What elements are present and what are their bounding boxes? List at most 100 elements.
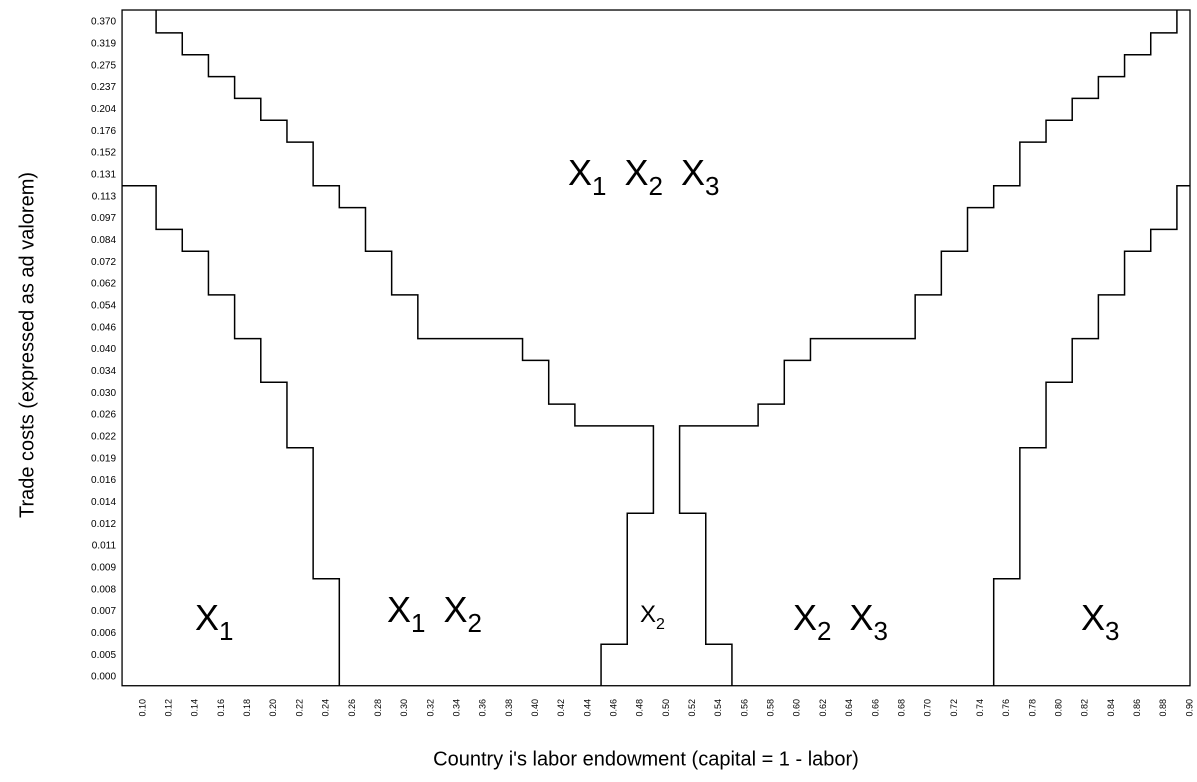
y-tick-label: 0.062 <box>91 279 116 290</box>
x-tick-label: 0.84 <box>1106 699 1116 717</box>
y-tick-label: 0.054 <box>91 300 116 311</box>
x-tick-label: 0.18 <box>242 699 252 717</box>
x-tick-label: 0.42 <box>556 699 566 717</box>
x-tick-label: 0.34 <box>451 699 461 717</box>
y-tick-label: 0.000 <box>91 672 116 683</box>
x-tick-label: 0.38 <box>504 699 514 717</box>
region-symbol: X <box>681 152 705 193</box>
x-tick-label: 0.44 <box>582 699 592 717</box>
x-tick-label: 0.80 <box>1054 699 1064 717</box>
y-tick-label: 0.016 <box>91 475 116 486</box>
x-tick-label: 0.64 <box>844 699 854 717</box>
y-tick-label: 0.005 <box>91 650 116 661</box>
x-tick-label: 0.90 <box>1184 699 1194 717</box>
x-tick-label: 0.46 <box>609 699 619 717</box>
region-symbol: X <box>195 597 219 638</box>
x-tick-label: 0.56 <box>739 699 749 717</box>
x-tick-label: 0.30 <box>399 699 409 717</box>
x-tick-label: 0.76 <box>1001 699 1011 717</box>
region-subscript: 3 <box>1105 616 1119 646</box>
x-tick-label: 0.28 <box>373 699 383 717</box>
x-tick-label: 0.68 <box>896 699 906 717</box>
region-symbol: X <box>1081 597 1105 638</box>
y-tick-label: 0.040 <box>91 344 116 355</box>
x-tick-label: 0.58 <box>766 699 776 717</box>
region-subscript: 1 <box>411 608 425 638</box>
x-tick-label: 0.50 <box>661 699 671 717</box>
y-tick-label: 0.097 <box>91 213 116 224</box>
x-tick-label: 0.86 <box>1132 699 1142 717</box>
y-tick-label: 0.009 <box>91 562 116 573</box>
y-tick-label: 0.008 <box>91 584 116 595</box>
x-tick-label: 0.36 <box>478 699 488 717</box>
region-symbol: X <box>443 589 467 630</box>
x-tick-label: 0.10 <box>137 699 147 717</box>
y-tick-label: 0.007 <box>91 606 116 617</box>
x-tick-label: 0.32 <box>425 699 435 717</box>
x-tick-label: 0.40 <box>530 699 540 717</box>
plot-frame <box>121 9 1191 687</box>
region-label: X1 <box>195 597 233 646</box>
y-tick-label: 0.204 <box>91 104 116 115</box>
y-tick-label: 0.019 <box>91 453 116 464</box>
boundary-line <box>122 185 341 686</box>
region-label: X2 <box>640 601 665 633</box>
y-axis-label: Trade costs (expressed as ad valorem) <box>16 172 38 518</box>
boundary-line <box>992 185 1190 686</box>
region-label: X3 <box>1081 597 1119 646</box>
region-subscript: 1 <box>219 616 233 646</box>
x-tick-label: 0.88 <box>1158 699 1168 717</box>
region-subscript: 2 <box>817 616 831 646</box>
y-tick-label: 0.072 <box>91 257 116 268</box>
y-tick-label: 0.006 <box>91 628 116 639</box>
region-subscript: 1 <box>592 171 606 201</box>
y-tick-label: 0.237 <box>91 82 116 93</box>
x-tick-label: 0.70 <box>923 699 933 717</box>
y-tick-label: 0.275 <box>91 60 116 71</box>
region-symbol: X <box>624 152 648 193</box>
y-tick-label: 0.012 <box>91 519 116 530</box>
x-tick-label: 0.62 <box>818 699 828 717</box>
boundary-line <box>678 10 1178 686</box>
region-label: X2 X3 <box>793 597 888 646</box>
x-tick-label: 0.54 <box>713 699 723 717</box>
y-tick-label: 0.014 <box>91 497 116 508</box>
y-tick-label: 0.034 <box>91 366 116 377</box>
region-subscript: 2 <box>649 171 663 201</box>
y-tick-label: 0.113 <box>92 191 117 202</box>
region-symbol: X <box>849 597 873 638</box>
x-tick-label: 0.26 <box>347 699 357 717</box>
x-tick-label: 0.74 <box>975 699 985 717</box>
y-tick-label: 0.370 <box>91 17 116 28</box>
y-tick-label: 0.030 <box>91 388 116 399</box>
region-symbol: X <box>568 152 592 193</box>
region-symbol: X <box>640 601 656 628</box>
region-symbol: X <box>387 589 411 630</box>
region-subscript: 2 <box>468 608 482 638</box>
y-tick-label: 0.011 <box>92 541 117 552</box>
x-tick-label: 0.24 <box>321 699 331 717</box>
region-label: X1 X2 X3 <box>568 152 719 201</box>
x-tick-label: 0.16 <box>216 699 226 717</box>
region-subscript: 2 <box>656 616 665 633</box>
x-tick-label: 0.20 <box>268 699 278 717</box>
y-tick-label: 0.152 <box>91 148 116 159</box>
x-tick-label: 0.82 <box>1080 699 1090 717</box>
x-tick-label: 0.14 <box>190 699 200 717</box>
region-subscript: 3 <box>705 171 719 201</box>
x-tick-label: 0.52 <box>687 699 697 717</box>
x-tick-label: 0.66 <box>870 699 880 717</box>
region-subscript: 3 <box>874 616 888 646</box>
y-tick-label: 0.084 <box>91 235 116 246</box>
y-tick-label: 0.176 <box>91 126 116 137</box>
x-tick-label: 0.72 <box>949 699 959 717</box>
x-tick-label: 0.12 <box>164 699 174 717</box>
region-symbol: X <box>793 597 817 638</box>
y-tick-label: 0.026 <box>91 410 116 421</box>
x-tick-label: 0.22 <box>294 699 304 717</box>
y-tick-label: 0.131 <box>91 169 116 180</box>
y-tick-label: 0.022 <box>91 431 116 442</box>
x-tick-label: 0.60 <box>792 699 802 717</box>
